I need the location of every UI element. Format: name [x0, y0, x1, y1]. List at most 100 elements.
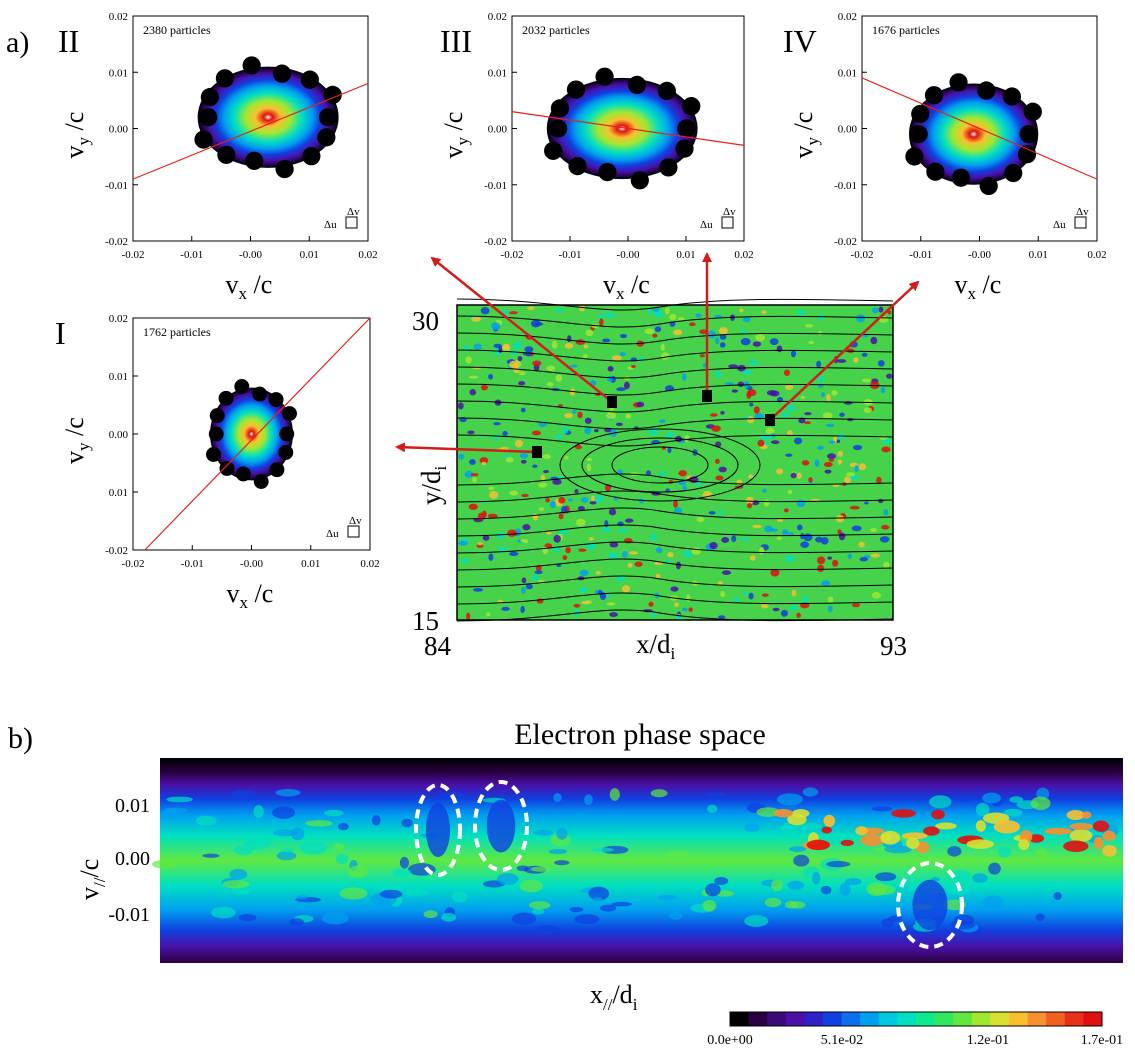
blob-edge: [1019, 125, 1038, 144]
phase-space-patch: [243, 836, 272, 850]
field-speckle: [493, 422, 501, 426]
field-speckle: [708, 511, 716, 515]
x-axis-label: vx /c: [955, 270, 1002, 303]
phase-space-patch: [866, 882, 887, 897]
field-speckle: [542, 454, 552, 459]
blob-edge: [209, 408, 225, 424]
phase-space-patch: [702, 899, 717, 912]
field-speckle: [886, 373, 893, 379]
phase-space-patch: [951, 870, 972, 882]
colorbar-label: 0.0e+00: [707, 1033, 753, 1048]
y-tick-label: -0.02: [484, 236, 507, 248]
field-speckle: [634, 561, 643, 567]
field-speckle: [477, 542, 483, 546]
phase-space-patch: [707, 804, 718, 813]
phase-space-patch: [599, 904, 617, 912]
x-tick-label: -0.00: [240, 558, 263, 570]
blob-edge: [657, 81, 676, 101]
x-tick-label: -0.01: [909, 249, 932, 261]
phase-space-patch: [771, 879, 783, 892]
blob-edge: [215, 69, 235, 88]
colorbar-swatch: [934, 1012, 954, 1026]
field-speckle: [509, 551, 519, 557]
phase-space-patch: [553, 793, 562, 802]
field-line: [456, 417, 894, 430]
field-speckle: [569, 388, 576, 396]
x-tick-label: 0.01: [676, 249, 695, 261]
field-speckle: [520, 452, 528, 459]
field-speckle: [877, 360, 885, 367]
field-speckle: [720, 410, 725, 415]
fit-line: [144, 317, 371, 551]
blob-edge: [245, 151, 264, 170]
field-speckle: [482, 535, 490, 541]
colorbar-swatch: [953, 1012, 973, 1026]
particle-count: 2032 particles: [522, 23, 590, 37]
field-speckle: [749, 555, 756, 561]
blob-edge: [1004, 163, 1023, 183]
phase-space-patch: [291, 827, 305, 841]
field-speckle: [861, 378, 871, 383]
field-speckle: [458, 540, 468, 546]
field-speckle: [787, 489, 793, 495]
phase-space-patch: [929, 795, 952, 809]
field-speckle: [788, 532, 794, 536]
phase-space-patch: [439, 791, 463, 798]
phase-space-patch: [167, 807, 188, 814]
field-speckle: [785, 555, 795, 563]
island-contour: [559, 428, 761, 502]
x-tick-label: 0.01: [300, 249, 319, 261]
blob-edge: [949, 73, 968, 92]
field-speckle: [585, 329, 594, 337]
field-speckle: [648, 309, 653, 315]
blob-edge: [627, 75, 647, 95]
field-speckle: [467, 430, 475, 435]
phase-space-patch: [802, 787, 819, 797]
phase-space-hole-marker: [896, 861, 964, 949]
field-speckle: [673, 507, 683, 515]
delta-u-label: Δu: [324, 219, 337, 231]
blob-edge: [630, 171, 649, 190]
field-speckle: [517, 356, 523, 362]
field-speckle: [742, 369, 753, 375]
colorbar-swatch: [990, 1012, 1010, 1026]
field-speckle: [565, 547, 571, 554]
field-speckle: [666, 431, 674, 439]
blob-edge: [279, 426, 295, 442]
particle-count: 1676 particles: [872, 23, 940, 37]
phase-space-patch: [584, 794, 593, 806]
phase-space-hot-patch: [1093, 836, 1104, 850]
phase-space-patch: [844, 878, 862, 886]
field-speckle: [775, 468, 784, 475]
resolution-box: [1074, 216, 1087, 229]
phase-space-patch: [533, 829, 554, 836]
field-speckle: [715, 475, 724, 481]
x-tick-label: -0.00: [239, 249, 262, 261]
phase-space-patch: [323, 809, 344, 817]
field-speckle: [761, 310, 767, 314]
field-speckle: [769, 338, 779, 346]
field-speckle: [507, 529, 517, 537]
field-speckle: [793, 437, 803, 445]
blob-edge: [1002, 87, 1022, 106]
delta-v-label: Δv: [347, 206, 360, 218]
field-speckle: [859, 557, 869, 562]
field-speckle: [622, 550, 628, 558]
island-contour: [581, 437, 739, 493]
sample-marker: [607, 396, 617, 408]
field-speckle: [532, 360, 542, 366]
field-speckle: [659, 419, 666, 424]
phase-space-patch: [195, 815, 217, 826]
phase-space-y-tick: 0.01: [115, 795, 150, 817]
field-speckle: [863, 407, 872, 414]
y-tick-label: -0.02: [834, 236, 857, 248]
blob-edge: [300, 70, 319, 89]
distribution-panel-I: I 1762 particles -0.02 -0.01 -0.00 0.01 0.02 0.…: [55, 313, 380, 612]
field-speckle: [815, 536, 824, 543]
field-speckle: [752, 524, 763, 529]
field-speckle: [501, 606, 510, 611]
field-speckle: [776, 345, 783, 353]
colorbar-swatch: [916, 1012, 936, 1026]
field-speckle: [509, 490, 519, 496]
field-map-y-axis-label: y/di: [416, 465, 450, 505]
